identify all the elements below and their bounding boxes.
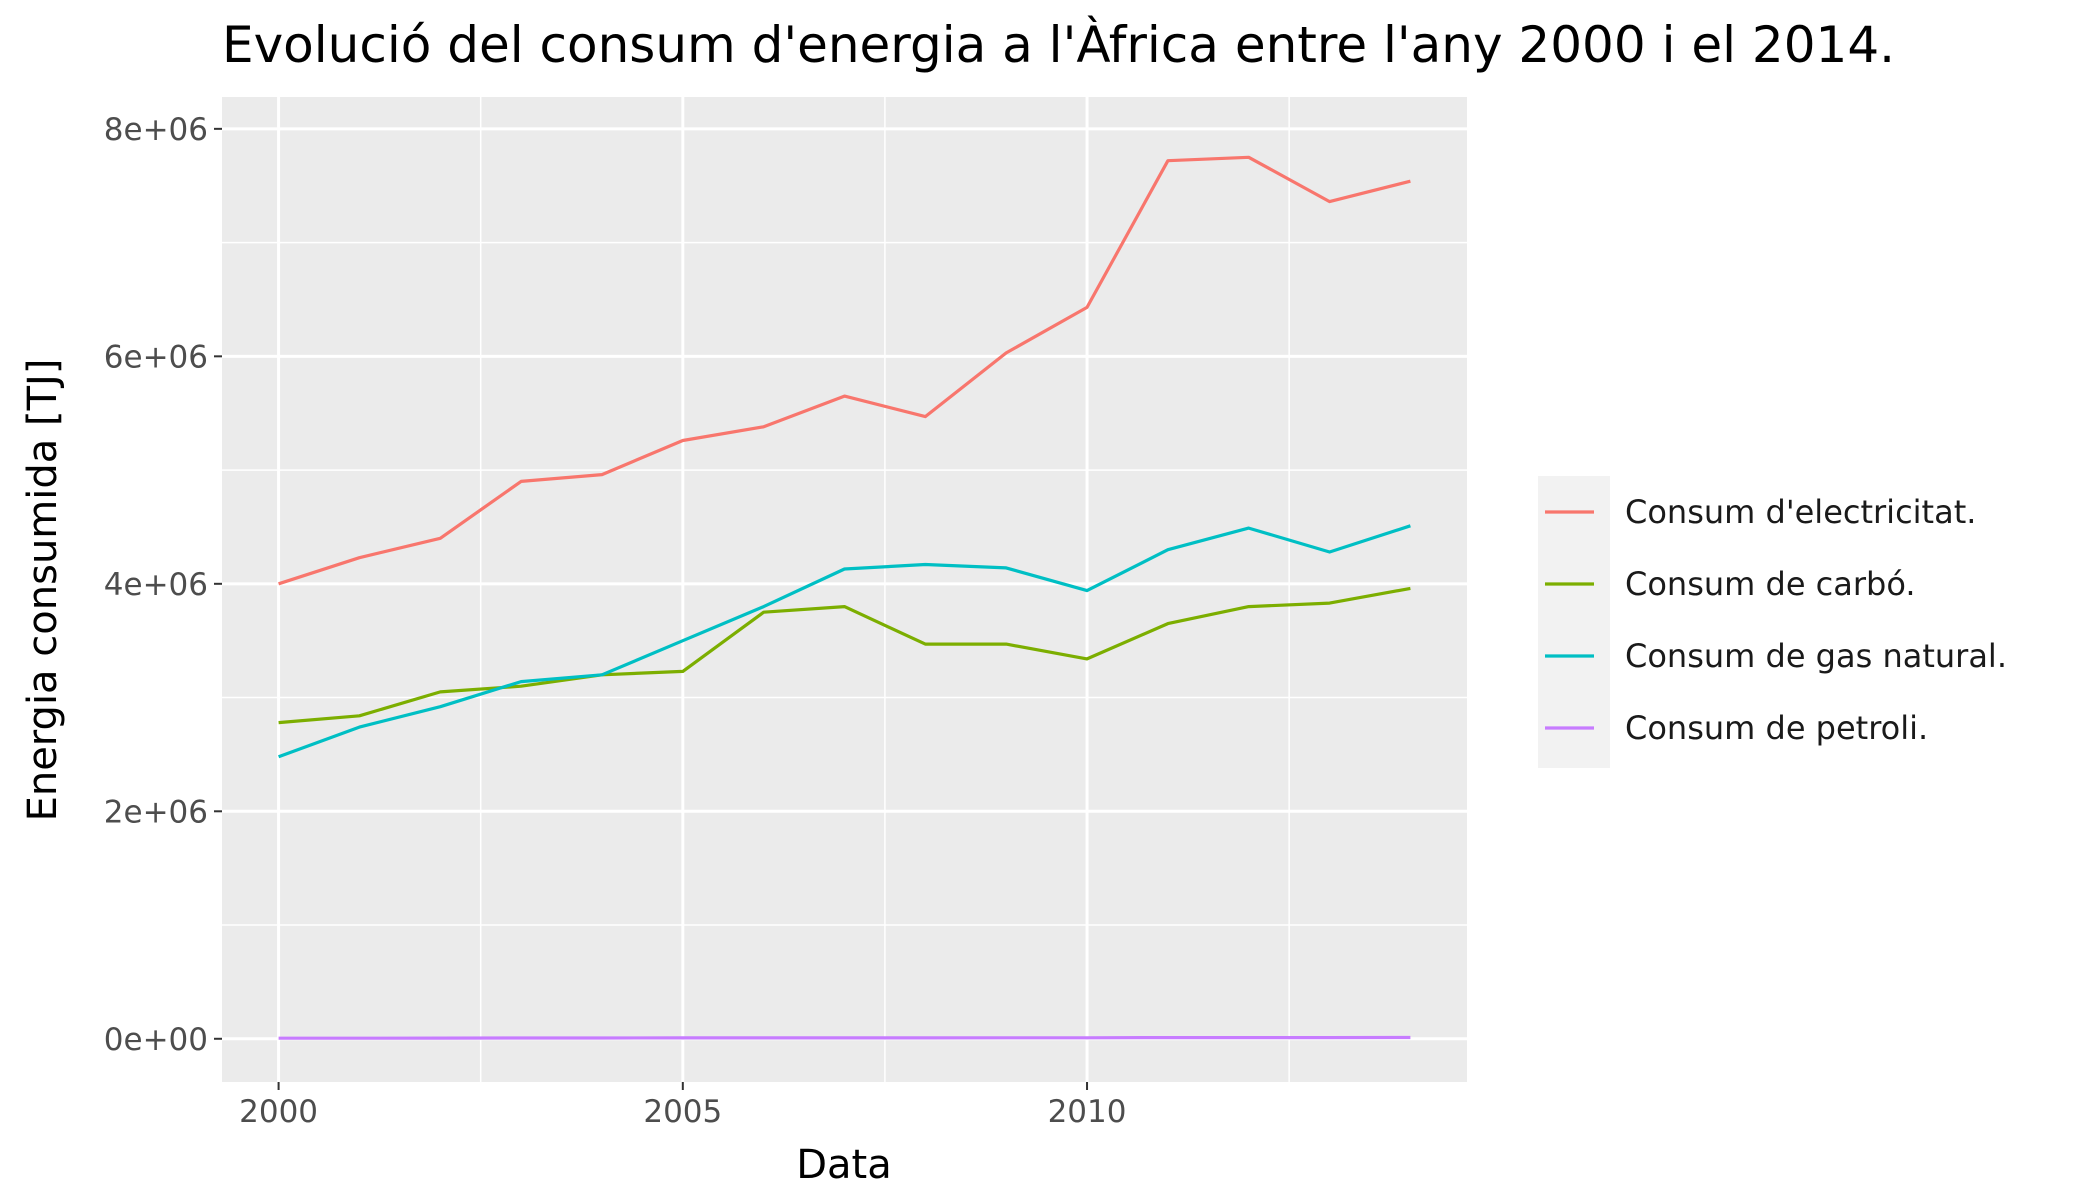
x-axis-title: Data bbox=[796, 1142, 892, 1188]
legend-box bbox=[1538, 476, 1610, 768]
legend-label-1: Consum de carbó. bbox=[1625, 565, 1916, 603]
y-tick-label: 8e+06 bbox=[104, 112, 208, 148]
plot-panel bbox=[222, 97, 1467, 1082]
x-tick-label: 2005 bbox=[643, 1094, 722, 1130]
series-line-1 bbox=[278, 586, 1411, 725]
y-axis-title: Energia consumida [TJ] bbox=[20, 359, 66, 822]
chart-title: Evolució del consum d'energia a l'Àfrica… bbox=[222, 15, 1895, 74]
y-tick-label: 4e+06 bbox=[104, 567, 208, 603]
y-tick-label: 2e+06 bbox=[104, 794, 208, 830]
legend-label-3: Consum de petroli. bbox=[1625, 709, 1928, 747]
y-tick-label: 0e+00 bbox=[104, 1022, 208, 1058]
x-tick-label: 2000 bbox=[239, 1094, 318, 1130]
series-lines bbox=[278, 155, 1411, 1040]
minor-gridlines bbox=[222, 97, 1467, 1082]
legend-label-2: Consum de gas natural. bbox=[1625, 637, 2007, 675]
legend: Consum d'electricitat. Consum de carbó. Co… bbox=[1545, 493, 2007, 747]
x-axis: 2000 2005 2010 bbox=[239, 1082, 1126, 1130]
legend-label-0: Consum d'electricitat. bbox=[1625, 493, 1976, 531]
y-tick-label: 6e+06 bbox=[104, 339, 208, 375]
x-tick-label: 2010 bbox=[1048, 1094, 1127, 1130]
series-line-2 bbox=[278, 524, 1411, 759]
series-line-0 bbox=[278, 155, 1411, 586]
series-line-3 bbox=[278, 1035, 1411, 1040]
y-axis: 0e+00 2e+06 4e+06 6e+06 8e+06 bbox=[104, 112, 222, 1058]
